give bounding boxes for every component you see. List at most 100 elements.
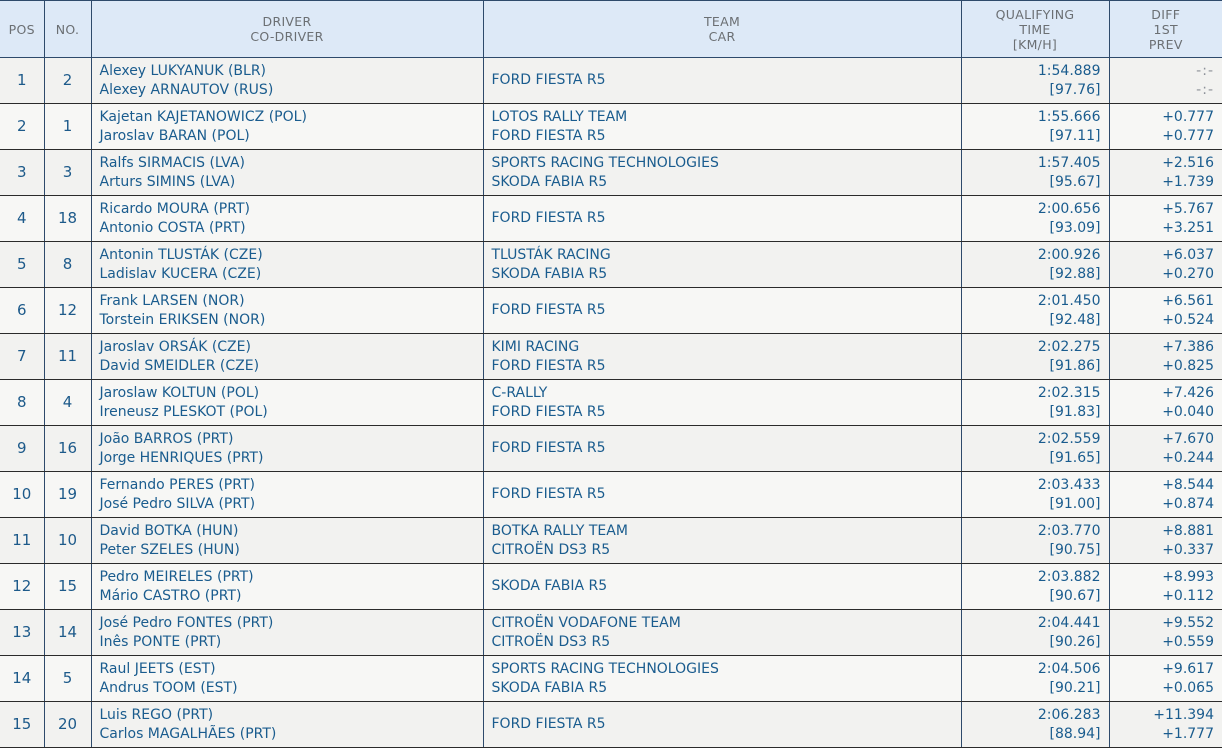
qualifying-time-value: 2:06.283 [1037,707,1101,723]
position-value: 12 [12,577,32,596]
row-qualifying-time: 1:55.666 [97.11] [961,103,1110,150]
driver-name: Raul JEETS (EST) [99,661,216,677]
table-row[interactable]: 15 20 Luis REGO (PRT) Carlos MAGALHÃES (PRT… [0,701,1222,748]
table-row[interactable]: 2 1 Kajetan KAJETANOWICZ (POL) Jaroslav BAR… [0,103,1222,150]
car-number-value: 1 [62,117,73,136]
column-header-diff[interactable]: DIFF 1ST PREV [1109,0,1222,58]
table-row[interactable]: 12 15 Pedro MEIRELES (PRT) Mário CASTRO (PR… [0,563,1222,610]
row-diff: +6.037 +0.270 [1109,241,1222,288]
row-position: 13 [0,609,45,656]
team-name: TLUSTÁK RACING [491,247,611,263]
header-qualifying-line2: TIME [1019,21,1051,37]
codriver-name: Carlos MAGALHÃES (PRT) [99,725,277,742]
table-row[interactable]: 3 3 Ralfs SIRMACIS (LVA) Arturs SIMINS (LVA… [0,149,1222,196]
car-number-value: 15 [57,577,78,596]
row-team-car: KIMI RACING FORD FIESTA R5 [483,333,962,380]
driver-name: Jaroslaw KOLTUN (POL) [99,385,260,401]
table-row[interactable]: 9 16 João BARROS (PRT) Jorge HENRIQUES (PRT… [0,425,1222,472]
column-header-qualifying-time[interactable]: QUALIFYING TIME [KM/H] [961,0,1110,58]
qualifying-time-value: 2:01.450 [1037,293,1101,309]
row-position: 7 [0,333,45,380]
row-driver-names: Fernando PERES (PRT) José Pedro SILVA (PR… [91,471,484,518]
diff-first-value: +0.777 [1162,109,1214,125]
table-row[interactable]: 6 12 Frank LARSEN (NOR) Torstein ERIKSEN (N… [0,287,1222,334]
row-car-number: 20 [44,701,92,748]
position-value: 8 [16,393,27,412]
table-row[interactable]: 1 2 Alexey LUKYANUK (BLR) Alexey ARNAUTOV (… [0,57,1222,104]
qualifying-speed-value: [97.76] [1049,81,1101,98]
qualifying-time-value: 1:57.405 [1037,155,1101,171]
driver-name: Kajetan KAJETANOWICZ (POL) [99,109,307,125]
row-car-number: 15 [44,563,92,610]
row-driver-names: Jaroslav ORSÁK (CZE) David SMEIDLER (CZE) [91,333,484,380]
diff-first-value: +11.394 [1153,707,1214,723]
table-row[interactable]: 13 14 José Pedro FONTES (PRT) Inês PONTE (P… [0,609,1222,656]
driver-name: Luis REGO (PRT) [99,707,214,723]
qualifying-speed-value: [91.00] [1049,495,1101,512]
column-header-team[interactable]: TEAM CAR [483,0,962,58]
row-driver-names: Antonin TLUSTÁK (CZE) Ladislav KUCERA (CZ… [91,241,484,288]
diff-prev-value: +0.065 [1162,679,1214,696]
qualifying-time-value: 1:55.666 [1037,109,1101,125]
team-name: KIMI RACING [491,339,580,355]
header-team-line1: TEAM [703,14,741,29]
table-row[interactable]: 7 11 Jaroslav ORSÁK (CZE) David SMEIDLER (C… [0,333,1222,380]
row-car-number: 11 [44,333,92,380]
car-name: SKODA FABIA R5 [491,265,608,282]
car-number-value: 20 [57,715,78,734]
diff-first-value: +8.881 [1162,523,1214,539]
table-row[interactable]: 5 8 Antonin TLUSTÁK (CZE) Ladislav KUCERA (… [0,241,1222,288]
qualifying-time-value: 2:04.506 [1037,661,1101,677]
row-team-car: TLUSTÁK RACING SKODA FABIA R5 [483,241,962,288]
row-position: 15 [0,701,45,748]
row-diff: +5.767 +3.251 [1109,195,1222,242]
team-name: SPORTS RACING TECHNOLOGIES [491,661,719,677]
codriver-name: Inês PONTE (PRT) [99,633,222,650]
row-qualifying-time: 2:03.433 [91.00] [961,471,1110,518]
team-name: SPORTS RACING TECHNOLOGIES [491,155,719,171]
qualifying-speed-value: [95.67] [1049,173,1101,190]
qualifying-time-value: 2:02.275 [1037,339,1101,355]
row-driver-names: Pedro MEIRELES (PRT) Mário CASTRO (PRT) [91,563,484,610]
codriver-name: Peter SZELES (HUN) [99,541,240,558]
car-number-value: 10 [57,531,78,550]
column-header-pos[interactable]: POS [0,0,45,58]
qualifying-speed-value: [88.94] [1049,725,1101,742]
table-row[interactable]: 10 19 Fernando PERES (PRT) José Pedro SILVA… [0,471,1222,518]
qualifying-time-value: 2:03.433 [1037,477,1101,493]
row-team-car: FORD FIESTA R5 [483,701,962,748]
row-car-number: 14 [44,609,92,656]
row-team-car: FORD FIESTA R5 [483,195,962,242]
codriver-name: Ladislav KUCERA (CZE) [99,265,262,282]
row-position: 5 [0,241,45,288]
diff-first-value: +8.544 [1162,477,1214,493]
car-number-value: 2 [62,71,73,90]
table-row[interactable]: 14 5 Raul JEETS (EST) Andrus TOOM (EST) SPOR… [0,655,1222,702]
car-number-value: 3 [62,163,73,182]
header-qualifying-line1: QUALIFYING [995,6,1075,22]
row-position: 4 [0,195,45,242]
row-diff: +11.394 +1.777 [1109,701,1222,748]
row-car-number: 2 [44,57,92,104]
qualifying-time-value: 1:54.889 [1037,63,1101,79]
row-diff: +8.993 +0.112 [1109,563,1222,610]
row-qualifying-time: 2:00.926 [92.88] [961,241,1110,288]
row-qualifying-time: 2:01.450 [92.48] [961,287,1110,334]
row-diff: +0.777 +0.777 [1109,103,1222,150]
diff-prev-value: +0.040 [1162,403,1214,420]
row-car-number: 12 [44,287,92,334]
qualifying-speed-value: [91.86] [1049,357,1101,374]
table-row[interactable]: 8 4 Jaroslaw KOLTUN (POL) Ireneusz PLESKOT … [0,379,1222,426]
driver-name: Frank LARSEN (NOR) [99,293,245,309]
qualifying-time-value: 2:03.770 [1037,523,1101,539]
car-number-value: 19 [57,485,78,504]
table-row[interactable]: 11 10 David BOTKA (HUN) Peter SZELES (HUN) B… [0,517,1222,564]
column-header-driver[interactable]: DRIVER CO-DRIVER [91,0,484,58]
row-driver-names: João BARROS (PRT) Jorge HENRIQUES (PRT) [91,425,484,472]
table-row[interactable]: 4 18 Ricardo MOURA (PRT) Antonio COSTA (PRT… [0,195,1222,242]
car-name: FORD FIESTA R5 [491,127,606,144]
row-position: 14 [0,655,45,702]
column-header-no[interactable]: NO. [44,0,92,58]
codriver-name: Mário CASTRO (PRT) [99,587,242,604]
